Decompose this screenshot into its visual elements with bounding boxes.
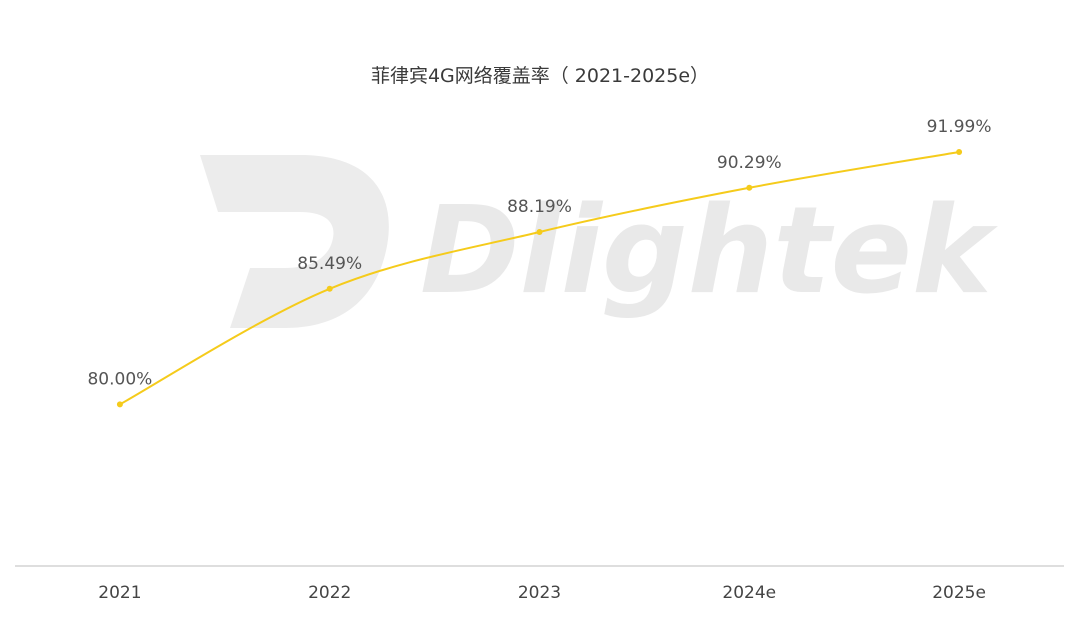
data-label-2021: 80.00% bbox=[87, 369, 152, 389]
x-tick-labels: 2021 2022 2023 2024e 2025e bbox=[98, 583, 986, 603]
data-label-2025e: 91.99% bbox=[927, 117, 992, 137]
chart-title: 菲律宾4G网络覆盖率（ 2021-2025e） bbox=[371, 65, 709, 87]
data-point-2021 bbox=[116, 401, 123, 408]
x-tick-2023: 2023 bbox=[518, 583, 561, 603]
data-point-2024e bbox=[746, 184, 753, 191]
data-points bbox=[116, 148, 963, 408]
watermark: Dlightek bbox=[200, 155, 998, 328]
watermark-logo-mark bbox=[200, 155, 389, 328]
x-tick-2022: 2022 bbox=[308, 583, 351, 603]
data-label-2022: 85.49% bbox=[297, 254, 362, 274]
data-point-2022 bbox=[326, 285, 333, 292]
x-tick-2021: 2021 bbox=[98, 583, 141, 603]
data-point-2025e bbox=[956, 148, 963, 155]
x-tick-2025e: 2025e bbox=[932, 583, 986, 603]
watermark-text: Dlightek bbox=[420, 182, 998, 321]
data-point-2023 bbox=[536, 228, 543, 235]
data-label-2023: 88.19% bbox=[507, 197, 572, 217]
data-label-2024e: 90.29% bbox=[717, 153, 782, 173]
data-labels: 80.00% 85.49% 88.19% 90.29% 91.99% bbox=[87, 117, 991, 389]
x-tick-2024e: 2024e bbox=[722, 583, 776, 603]
